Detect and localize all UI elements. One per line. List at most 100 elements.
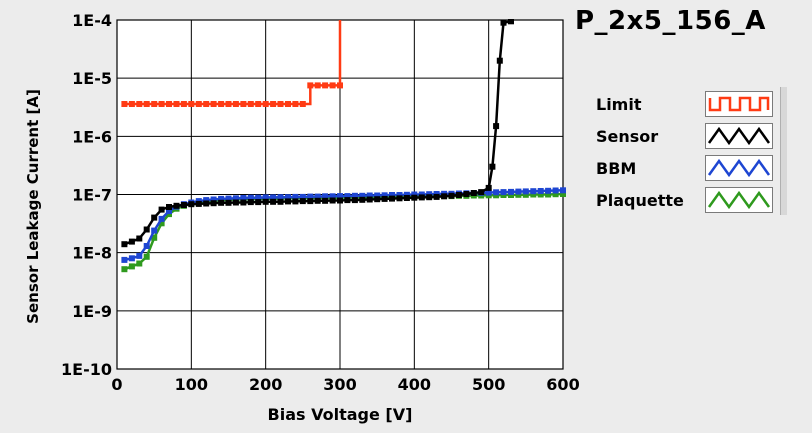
data-point-bbm — [299, 193, 306, 200]
legend-swatch-square-wave-icon[interactable] — [705, 91, 773, 117]
legend-item-plaquette[interactable]: Plaquette — [587, 185, 787, 215]
data-point-bbm — [240, 195, 247, 201]
data-point-sensor — [240, 199, 247, 206]
data-point-bbm — [344, 193, 351, 200]
data-point-limit — [329, 82, 336, 89]
data-point-sensor — [136, 235, 143, 242]
data-point-sensor — [143, 226, 150, 233]
data-point-plaquette — [545, 191, 552, 198]
series-limit — [121, 20, 343, 107]
data-point-bbm — [247, 194, 254, 201]
data-point-sensor — [307, 198, 314, 205]
y-tick-label: 1E-5 — [72, 69, 112, 88]
data-point-sensor — [463, 191, 470, 197]
data-point-limit — [158, 101, 165, 107]
data-point-bbm — [522, 188, 529, 195]
data-point-sensor — [351, 197, 358, 204]
y-tick-label: 1E-9 — [72, 302, 112, 321]
legend-item-bbm[interactable]: BBM — [587, 153, 787, 183]
data-point-sensor — [292, 198, 299, 205]
data-point-plaquette — [121, 266, 128, 273]
data-point-plaquette — [552, 191, 559, 198]
data-point-sensor — [366, 196, 373, 203]
data-point-bbm — [166, 208, 172, 214]
legend-label: BBM — [596, 159, 637, 178]
legend-item-sensor[interactable]: Sensor — [587, 121, 787, 151]
data-point-bbm — [329, 193, 336, 200]
data-point-sensor — [359, 196, 366, 203]
x-tick-label: 300 — [323, 375, 356, 394]
legend-scrollbar[interactable] — [780, 87, 787, 215]
legend-label: Limit — [596, 95, 642, 114]
data-point-limit — [285, 101, 291, 107]
data-point-plaquette — [508, 192, 514, 198]
data-point-limit — [180, 101, 187, 107]
data-point-sensor — [210, 200, 217, 207]
data-point-limit — [128, 101, 135, 107]
data-point-limit — [203, 101, 210, 107]
data-point-sensor — [151, 214, 158, 221]
data-point-sensor — [285, 198, 291, 205]
data-point-sensor — [478, 189, 485, 196]
data-point-plaquette — [128, 263, 135, 270]
y-tick-label: 1E-10 — [61, 360, 112, 379]
data-point-limit — [240, 101, 247, 107]
data-point-bbm — [537, 188, 544, 194]
legend-swatch-triangle-wave-icon[interactable] — [705, 155, 773, 181]
data-point-bbm — [396, 192, 403, 198]
data-point-bbm — [560, 187, 566, 194]
data-point-sensor — [121, 241, 128, 248]
data-point-bbm — [307, 193, 314, 200]
legend-label: Plaquette — [596, 191, 684, 210]
data-point-sensor — [255, 199, 262, 206]
data-point-bbm — [210, 196, 217, 203]
data-point-sensor — [203, 200, 210, 207]
data-point-limit — [136, 101, 143, 107]
data-point-bbm — [366, 192, 373, 199]
legend-swatch-triangle-wave-icon[interactable] — [705, 187, 773, 213]
data-point-bbm — [500, 189, 507, 196]
data-point-sensor — [299, 198, 306, 205]
data-point-bbm — [285, 194, 291, 201]
data-point-sensor — [180, 202, 187, 208]
x-tick-label: 400 — [398, 375, 431, 394]
data-point-sensor — [218, 199, 225, 206]
data-point-bbm — [381, 192, 388, 199]
data-point-bbm — [203, 197, 210, 204]
x-tick-label: 500 — [472, 375, 505, 394]
data-point-sensor — [426, 194, 433, 201]
data-point-limit — [195, 101, 202, 107]
data-point-bbm — [121, 256, 128, 263]
legend[interactable]: Limit Sensor BBM Plaquette — [587, 87, 787, 215]
data-point-bbm — [277, 194, 284, 201]
data-point-plaquette — [143, 253, 150, 260]
data-point-plaquette — [537, 191, 544, 198]
data-point-bbm — [493, 189, 500, 196]
data-point-sensor — [344, 197, 351, 204]
data-point-plaquette — [158, 220, 165, 227]
data-point-sensor — [128, 238, 135, 245]
data-point-limit — [262, 101, 269, 107]
data-point-bbm — [508, 188, 514, 195]
data-point-limit — [307, 82, 314, 89]
data-point-plaquette — [560, 191, 566, 197]
y-tick-label: 1E-4 — [72, 11, 112, 30]
data-point-limit — [232, 101, 239, 107]
data-point-bbm — [485, 189, 492, 196]
x-tick-label: 0 — [111, 375, 122, 394]
data-point-limit — [292, 101, 299, 107]
data-point-limit — [166, 101, 172, 107]
data-point-plaquette — [530, 191, 537, 198]
data-point-bbm — [403, 191, 410, 198]
data-point-limit — [225, 101, 232, 107]
data-point-sensor — [418, 194, 425, 201]
legend-swatch-triangle-wave-icon[interactable] — [705, 123, 773, 149]
data-point-limit — [151, 101, 158, 107]
data-point-limit — [337, 82, 343, 89]
legend-item-limit[interactable]: Limit — [587, 89, 787, 119]
chart-title: P_2x5_156_A — [575, 6, 766, 36]
data-point-bbm — [322, 193, 329, 200]
data-point-sensor — [493, 123, 500, 130]
data-point-sensor — [322, 197, 329, 204]
